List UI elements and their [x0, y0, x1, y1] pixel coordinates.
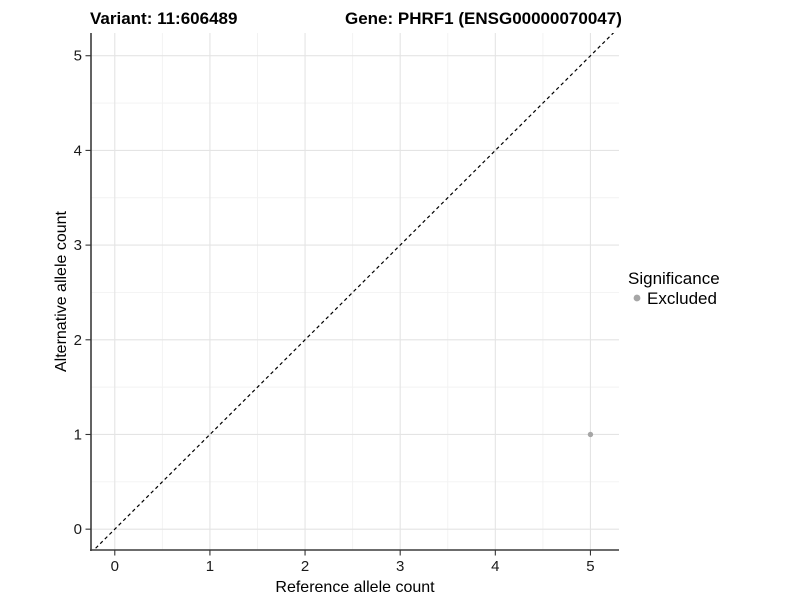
- legend-key-dot: [633, 294, 641, 302]
- axis-tick-marks: [85, 55, 592, 556]
- x-tick-label: 0: [111, 558, 119, 575]
- x-tick-label: 4: [491, 558, 499, 575]
- data-point-excluded: [587, 431, 594, 438]
- plot-title-variant: Variant: 11:606489: [90, 9, 237, 28]
- grid-major-lines: [91, 33, 619, 550]
- axis-lines: [90, 33, 619, 551]
- identity-dashed-line-group: [93, 33, 615, 550]
- legend-title: Significance: [628, 269, 720, 288]
- x-axis-title: Reference allele count: [275, 579, 435, 596]
- identity-dashed-line: [93, 33, 615, 550]
- y-tick-label: 1: [74, 426, 82, 443]
- x-tick-label: 2: [301, 558, 309, 575]
- plot-title-gene: Gene: PHRF1 (ENSG00000070047): [345, 9, 622, 28]
- x-tick-label: 1: [206, 558, 214, 575]
- y-axis-title: Alternative allele count: [53, 210, 70, 372]
- y-tick-label: 0: [74, 521, 82, 538]
- x-tick-label: 3: [396, 558, 404, 575]
- grid-minor-lines: [91, 33, 619, 550]
- legend-label-excluded: Excluded: [647, 289, 717, 308]
- x-tick-label: 5: [586, 558, 594, 575]
- y-tick-label: 3: [74, 237, 82, 254]
- y-tick-label: 5: [74, 48, 82, 65]
- y-tick-label: 4: [74, 142, 82, 159]
- axis-tick-labels: 0 1 2 3 4 5 0 1 2 3 4 5: [74, 48, 595, 575]
- y-tick-label: 2: [74, 332, 82, 349]
- data-points: [587, 431, 594, 438]
